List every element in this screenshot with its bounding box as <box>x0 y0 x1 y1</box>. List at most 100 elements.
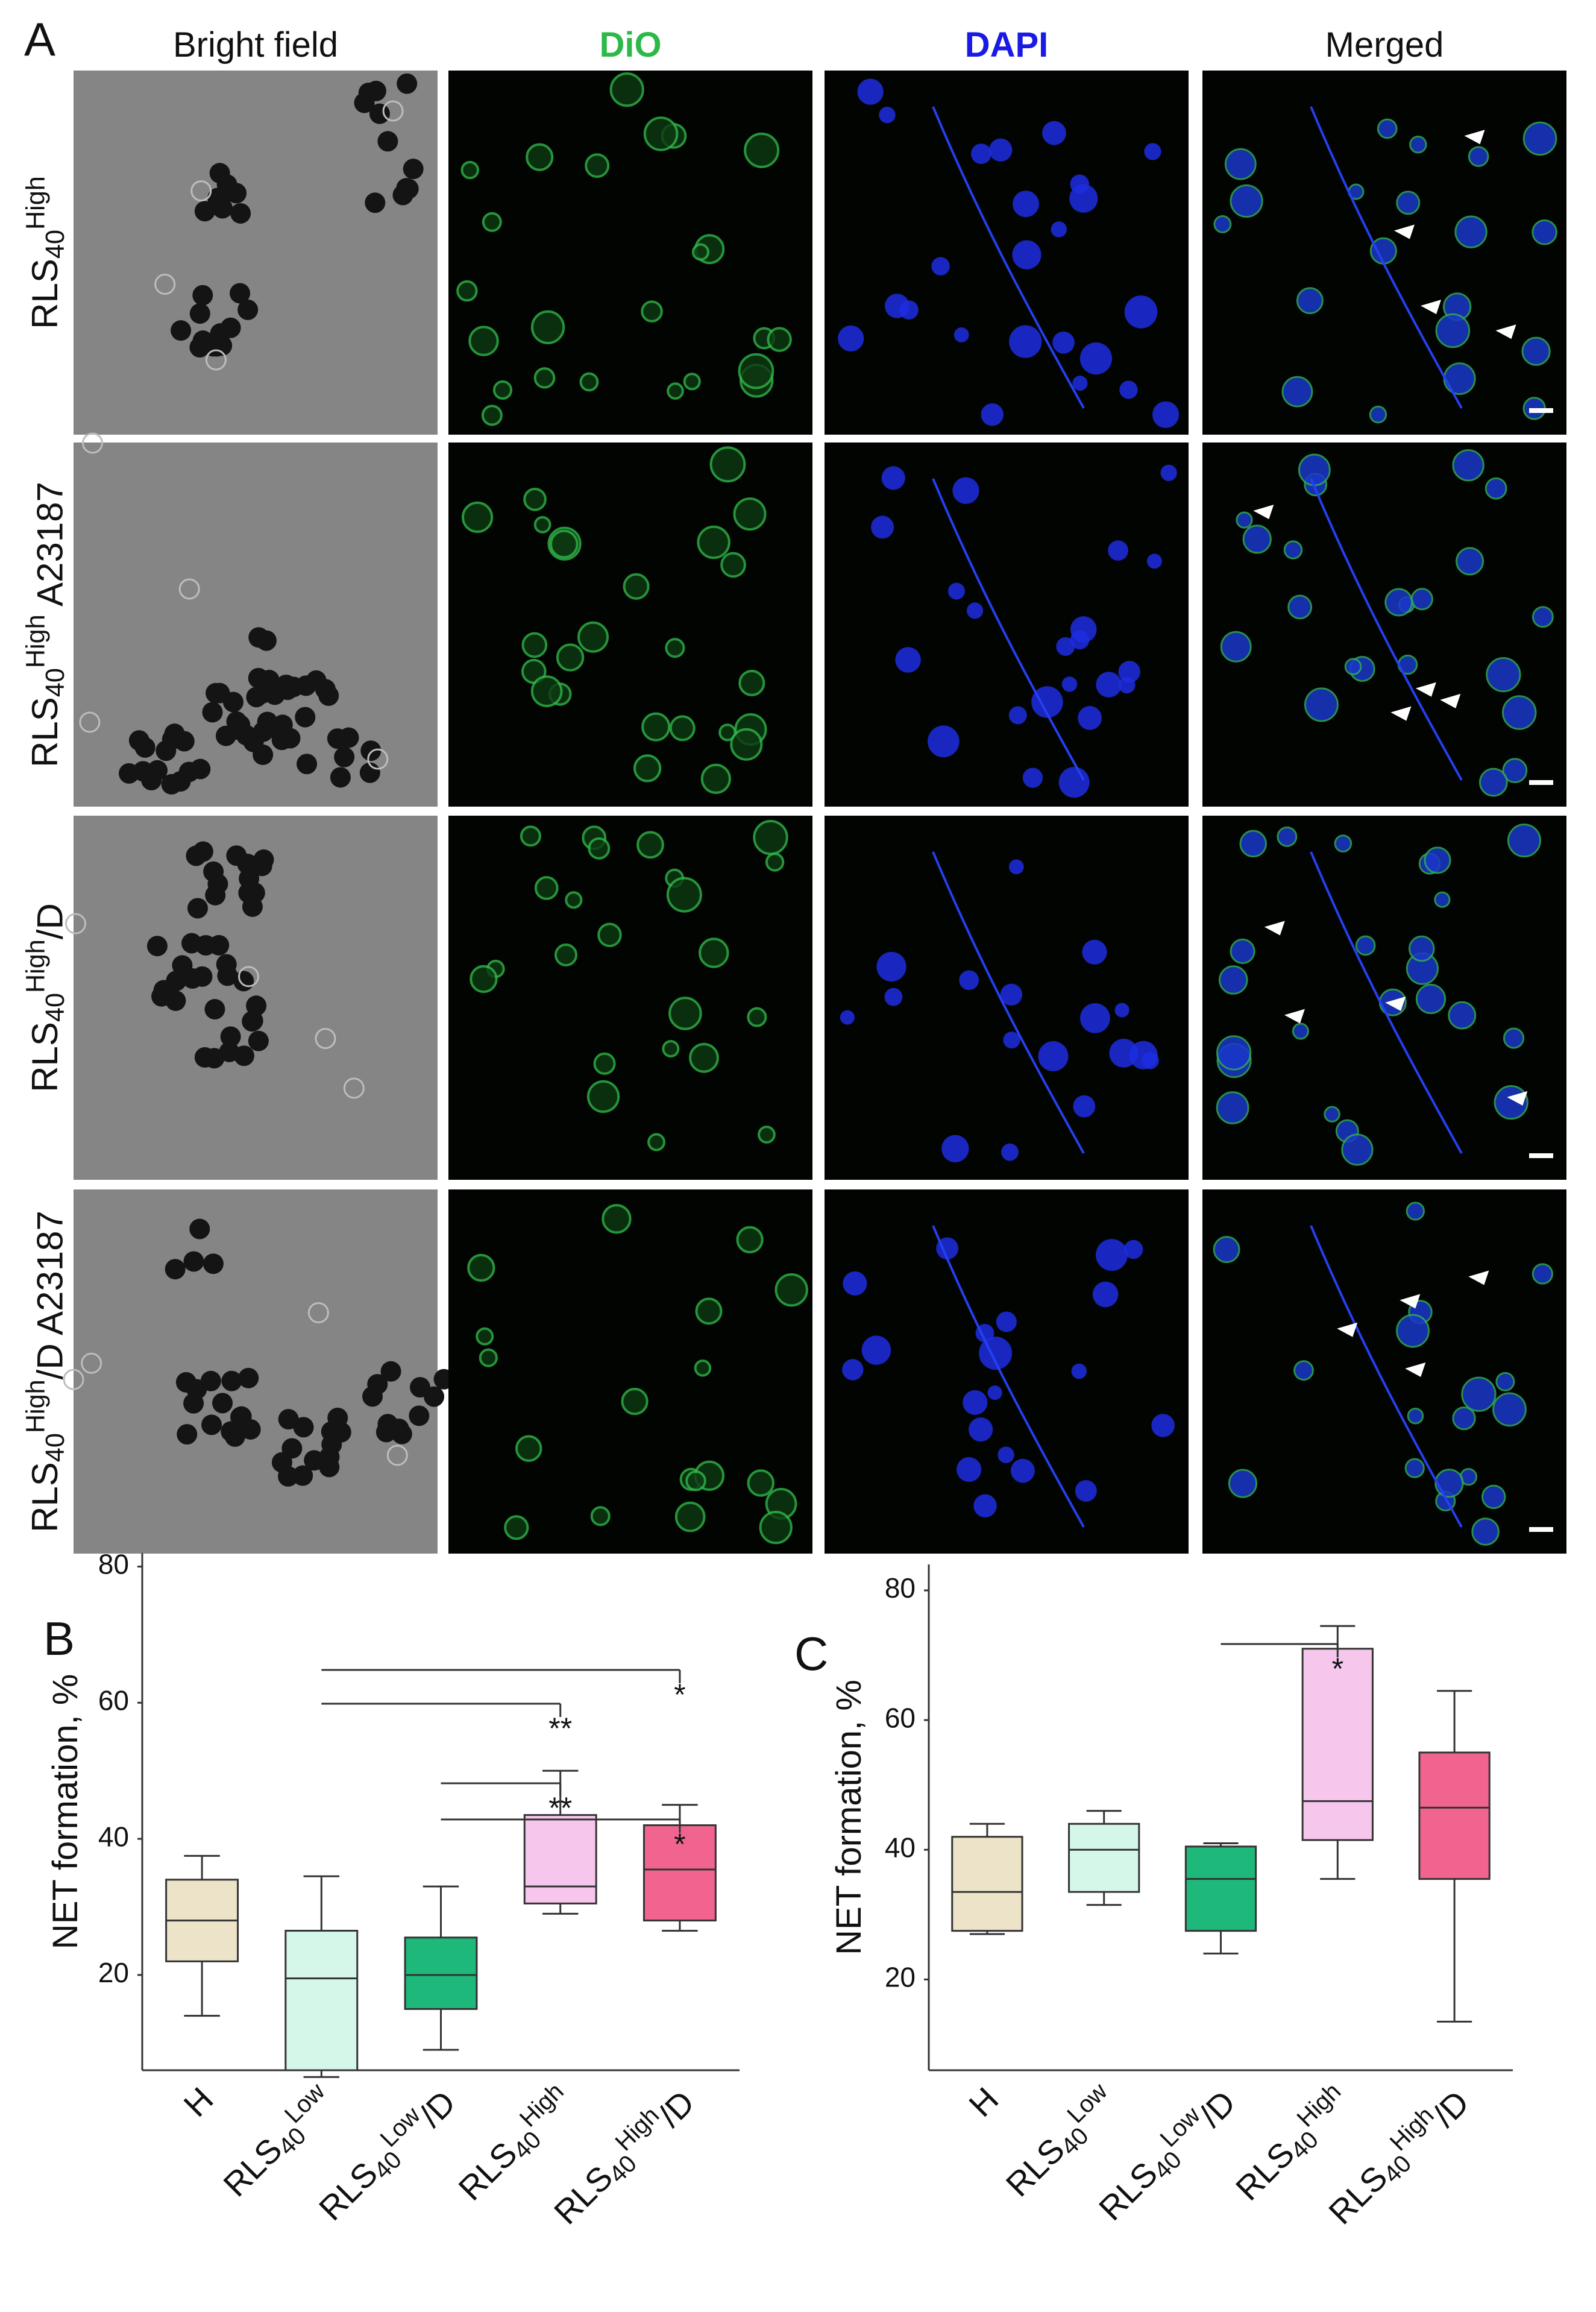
bead <box>202 702 223 723</box>
dio-cell <box>647 1133 665 1151</box>
cell-ghost <box>178 578 200 600</box>
dio-cell <box>586 1080 620 1113</box>
dio-cell <box>753 819 788 855</box>
bead <box>230 283 251 304</box>
bead <box>327 728 348 749</box>
merged-cell <box>1396 191 1421 215</box>
cell-ghost <box>382 100 404 122</box>
panel-label: B <box>43 1612 75 1665</box>
label-superscript: High <box>514 2077 569 2132</box>
dapi-nucleus <box>881 466 905 490</box>
merged-cell <box>1481 1484 1506 1510</box>
dapi-nucleus <box>1038 1041 1069 1072</box>
micrograph <box>825 816 1189 1180</box>
bead <box>230 203 251 224</box>
merged-cell <box>1486 657 1521 693</box>
label-superscript: Low <box>279 2077 330 2128</box>
merged-cell <box>1344 658 1362 676</box>
dapi-nucleus <box>1119 380 1138 399</box>
dapi-nucleus <box>1013 191 1039 218</box>
dio-cell <box>668 997 702 1030</box>
dapi-nucleus <box>973 1494 997 1517</box>
bead <box>295 707 316 728</box>
bead <box>190 758 211 780</box>
dapi-nucleus <box>1042 121 1066 145</box>
merged-cell <box>1324 1106 1340 1123</box>
bead <box>360 740 382 761</box>
x-tick-label: RLS40High/D <box>544 2077 702 2235</box>
arrowhead <box>1284 1009 1305 1024</box>
bead <box>187 898 208 919</box>
dapi-nucleus <box>928 725 960 758</box>
bead <box>209 934 230 956</box>
cell-ghost <box>154 273 176 295</box>
label-base: RLS <box>25 259 65 329</box>
label-superscript: High <box>1291 2077 1346 2132</box>
dio-cell <box>633 754 662 783</box>
dapi-nucleus <box>1010 1458 1035 1483</box>
dio-cell <box>667 382 684 400</box>
dapi-nucleus <box>842 1359 864 1381</box>
x-tick-label: RLS40High/D <box>1319 2077 1476 2235</box>
merged-cell <box>1408 935 1435 962</box>
cell-ghost <box>81 1352 102 1374</box>
bead <box>238 1367 259 1388</box>
bead <box>192 285 213 306</box>
micrograph <box>825 1189 1189 1554</box>
merged-cell <box>1396 1314 1430 1348</box>
dio-cell <box>747 1007 767 1027</box>
bead <box>165 990 186 1011</box>
bead <box>189 303 210 324</box>
dio-cell <box>718 723 737 742</box>
dio-cell <box>759 1511 793 1545</box>
bead <box>183 1251 204 1272</box>
significance-label: * <box>674 1678 685 1712</box>
bead <box>319 1457 340 1478</box>
dio-cell <box>476 1327 494 1346</box>
cell-ghost <box>64 913 86 934</box>
merged-cell <box>1404 1458 1425 1478</box>
dapi-nucleus <box>956 1457 982 1482</box>
micrograph <box>1202 443 1566 807</box>
bead <box>233 1045 254 1066</box>
label-suffix: A23187 <box>30 482 70 614</box>
arrowhead <box>1393 224 1415 239</box>
dapi-nucleus <box>1061 676 1078 692</box>
dapi-nucleus <box>1144 143 1161 160</box>
merged-cell <box>1502 758 1528 784</box>
box <box>1301 1648 1374 1841</box>
arrowhead <box>1253 505 1274 520</box>
x-tick-label: RLS40Low <box>213 2077 344 2207</box>
dio-cell <box>549 529 579 559</box>
bead <box>278 1409 299 1430</box>
box <box>1068 1822 1140 1893</box>
dapi-nucleus <box>1051 221 1067 238</box>
label-superscript: Low <box>1061 2077 1113 2128</box>
label-superscript: High <box>21 939 50 993</box>
dio-cell <box>520 825 541 847</box>
bead <box>380 1361 401 1382</box>
micrograph <box>1202 816 1566 1180</box>
label-subscript: 40 <box>41 993 70 1022</box>
dapi-nucleus <box>931 257 950 276</box>
panel-label: A <box>24 13 55 66</box>
merged-cell <box>1507 824 1542 858</box>
merged-cell <box>1355 935 1376 956</box>
dio-cell <box>643 116 679 151</box>
column-header: Merged <box>1325 25 1444 65</box>
merged-cell <box>1277 826 1298 847</box>
bead <box>210 323 231 344</box>
dapi-nucleus <box>861 1335 891 1365</box>
merged-cell <box>1448 1001 1477 1030</box>
dio-cell <box>482 212 502 232</box>
bead <box>318 685 339 706</box>
scale-bar <box>1529 408 1553 413</box>
dapi-nucleus <box>941 1135 969 1162</box>
bead <box>177 1424 198 1445</box>
bead <box>248 1030 269 1051</box>
bead <box>226 711 247 732</box>
box <box>523 1814 597 1904</box>
bead <box>216 954 237 975</box>
box <box>642 1824 717 1922</box>
